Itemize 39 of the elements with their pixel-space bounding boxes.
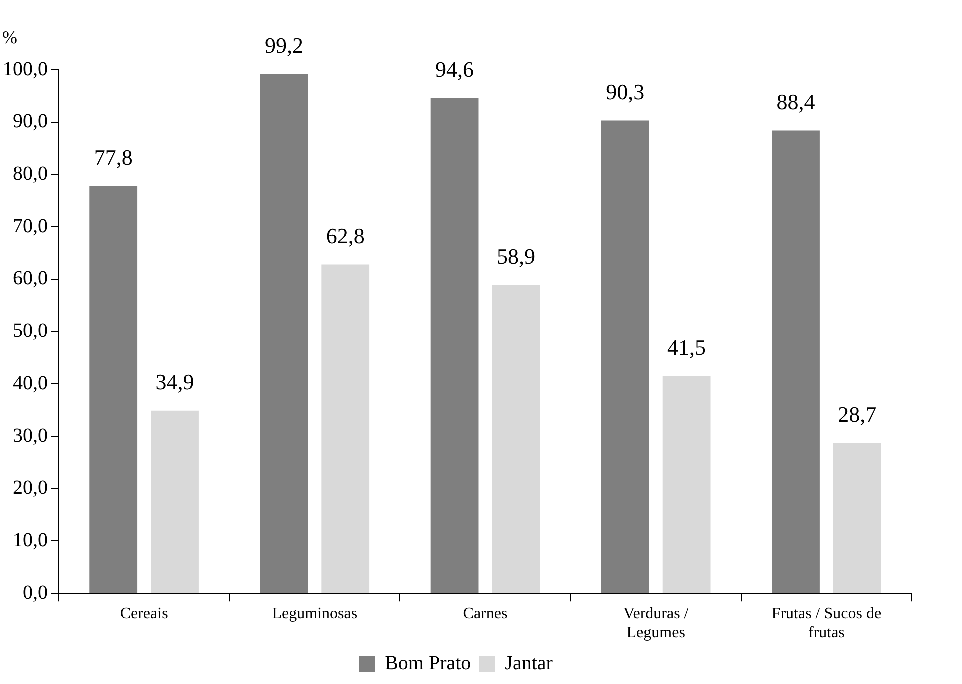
y-tick-label: 60,0 <box>13 268 48 290</box>
legend-label: Bom Prato <box>385 652 472 674</box>
text: 28,7 <box>838 402 877 428</box>
text: 62,8 <box>326 224 365 249</box>
y-tick-label: 70,0 <box>13 215 48 238</box>
bar <box>662 376 711 594</box>
bar <box>322 264 370 594</box>
legend-label: Jantar <box>505 652 554 674</box>
text: 88,4 <box>776 90 816 115</box>
text: 90,3 <box>606 80 645 105</box>
bar <box>151 410 199 594</box>
text: 58,9 <box>496 244 536 269</box>
x-tick-label: Cereais <box>120 605 168 622</box>
x-tick-label: Carnes <box>463 605 508 622</box>
y-axis-title: % <box>2 28 18 48</box>
bar <box>260 74 308 594</box>
y-tick-label: 0,0 <box>23 582 48 604</box>
bar <box>601 120 650 594</box>
y-tick-label: 20,0 <box>13 477 48 500</box>
bar <box>90 186 138 594</box>
y-tick-label: 10,0 <box>13 529 48 552</box>
bar <box>772 130 820 594</box>
bar <box>430 98 479 594</box>
text: 77,8 <box>94 145 133 170</box>
y-tick-label: 30,0 <box>13 424 48 447</box>
text: 34,9 <box>156 370 194 395</box>
x-tick-label: Frutas / Sucos de frutas <box>772 605 882 642</box>
y-tick-label: 80,0 <box>13 162 48 185</box>
x-tick-label: Verduras / Legumes <box>623 605 690 642</box>
y-tick-label: 90,0 <box>13 110 48 133</box>
y-tick-label: 100,0 <box>3 58 48 80</box>
bar <box>492 285 540 594</box>
text: 94,6 <box>436 57 474 82</box>
text: 41,5 <box>668 335 706 360</box>
y-tick-label: 40,0 <box>13 372 48 394</box>
y-tick-label: 50,0 <box>13 320 48 342</box>
text: 99,2 <box>264 32 304 58</box>
x-tick-label: Leguminosas <box>272 605 358 622</box>
bar <box>833 443 882 594</box>
